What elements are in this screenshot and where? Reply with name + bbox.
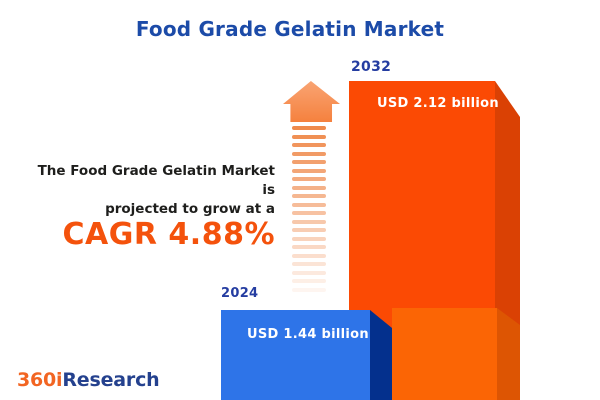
growth-description: The Food Grade Gelatin Market is project… [30,162,275,252]
growth-description-line2: projected to grow at a [105,201,275,217]
cagr-value: CAGR 4.88% [62,217,275,252]
company-logo: 360iResearch [17,369,160,391]
growth-description-line1: The Food Grade Gelatin Market is [37,163,275,198]
bar-2024-front-face [221,310,370,400]
bar-2024-side-face [370,310,392,400]
bar-2024-year-label: 2024 [221,286,259,301]
bar-2032-base-front-face [392,308,497,400]
logo-part-360i: 360i [17,369,63,391]
logo-part-research: Research [62,369,160,391]
bar-2032-value-label: USD 2.12 billion [377,96,499,111]
bar-2032-year-label: 2032 [351,59,392,75]
bar-2024-value-label: USD 1.44 billion [247,327,369,342]
arrow-up-stripes [292,126,326,296]
page-title: Food Grade Gelatin Market [135,17,445,41]
bar-2032-base-side-face [497,308,520,400]
arrow-up-icon [283,81,340,122]
